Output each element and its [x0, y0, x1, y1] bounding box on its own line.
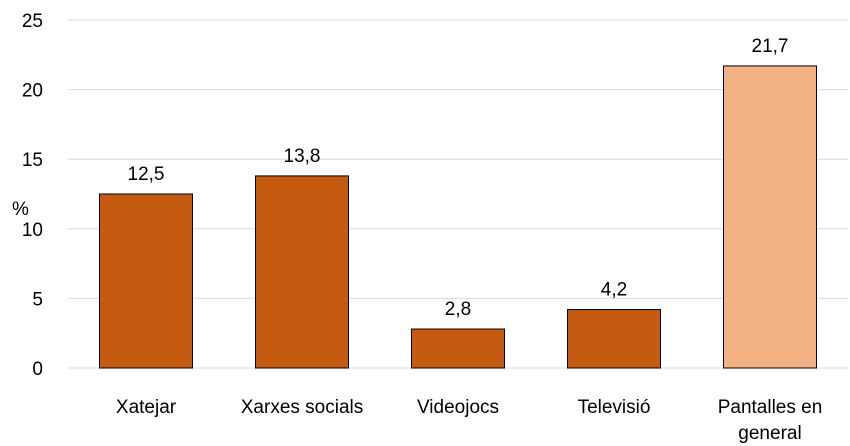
bar: [411, 328, 505, 369]
y-tick-label: 5: [32, 289, 43, 310]
bars: [99, 65, 817, 369]
y-axis-label: %: [12, 199, 29, 220]
category-label: Videojocs: [417, 397, 499, 418]
data-label: 13,8: [284, 146, 321, 167]
data-label: 2,8: [445, 299, 471, 320]
category-label: Xatejar: [116, 397, 177, 418]
bar: [99, 193, 193, 369]
y-tick-label: 0: [32, 359, 43, 380]
data-labels: 12,5 13,8 2,8 4,2 21,7: [128, 36, 789, 320]
category-label: general: [738, 423, 801, 444]
category-label: Xarxes socials: [241, 397, 364, 418]
y-tick-label: 10: [22, 220, 43, 241]
bar: [255, 175, 349, 369]
y-tick-label: 15: [22, 150, 43, 171]
y-tick-label: 25: [22, 11, 43, 32]
bar: [567, 309, 661, 369]
data-label: 21,7: [752, 36, 789, 57]
grid-lines: [68, 19, 848, 369]
bar: [723, 65, 817, 369]
data-label: 12,5: [128, 164, 165, 185]
category-label: Televisió: [578, 397, 651, 418]
y-axis-ticks: 0 5 10 15 20 25: [22, 11, 43, 380]
category-labels: Xatejar Xarxes socials Videojocs Televisió P…: [116, 397, 822, 444]
y-tick-label: 20: [22, 81, 43, 102]
category-label: Pantalles en: [718, 397, 823, 418]
data-label: 4,2: [601, 280, 627, 301]
